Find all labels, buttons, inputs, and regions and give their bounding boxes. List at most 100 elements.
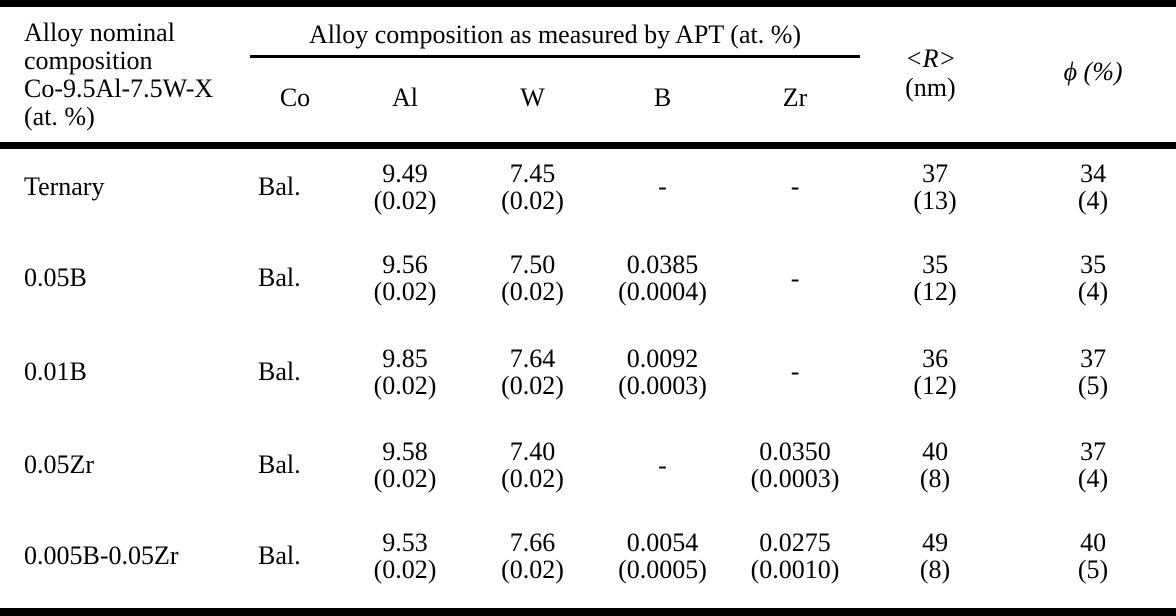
- subheader-co: Co: [250, 56, 340, 149]
- header-apt-group: Alloy composition as measured by APT (at…: [250, 3, 861, 58]
- value: 34: [1080, 158, 1107, 188]
- value: -: [658, 172, 667, 202]
- value: -: [790, 263, 800, 293]
- cell-mean-radius: 40 (8): [860, 425, 1010, 518]
- value: 0.0275: [759, 528, 831, 558]
- uncertainty: (0.0004): [618, 277, 707, 307]
- cell-al: 9.58 (0.02): [340, 425, 470, 518]
- cell-mean-radius: 49 (8): [860, 519, 1010, 612]
- value: 7.64: [509, 343, 556, 373]
- cell-zr: 0.0275 (0.0010): [730, 519, 860, 612]
- header-mean-radius-symbol: <R>: [905, 43, 957, 73]
- row-label: 0.01B: [24, 356, 87, 386]
- cell-zr: -: [730, 146, 860, 239]
- value: -: [658, 450, 667, 480]
- cell-b: 0.0054 (0.0005): [595, 519, 730, 612]
- value: 37: [1080, 343, 1107, 373]
- uncertainty: (0.02): [373, 464, 437, 494]
- value: 7.66: [509, 528, 556, 558]
- value: 9.49: [382, 158, 428, 188]
- cell-zr: -: [730, 332, 860, 425]
- value: 49: [922, 528, 949, 558]
- value: 9.85: [382, 343, 428, 373]
- uncertainty: (0.0003): [750, 464, 840, 494]
- header-volume-fraction-label: ϕ (%): [1063, 56, 1123, 86]
- value: 35: [922, 250, 949, 280]
- header-line: composition: [24, 46, 153, 75]
- cell-co: Bal.: [258, 450, 301, 480]
- subheader-al: Al: [340, 56, 470, 149]
- uncertainty: (0.02): [373, 277, 437, 307]
- subheader-zr: Zr: [730, 56, 861, 149]
- uncertainty: (0.02): [501, 185, 564, 215]
- cell-volume-fraction: 40 (5): [1010, 519, 1176, 612]
- value: 0.0385: [626, 250, 699, 280]
- cell-w: 7.40 (0.02): [470, 425, 595, 518]
- uncertainty: (5): [1077, 370, 1109, 400]
- cell-w: 7.66 (0.02): [470, 519, 595, 612]
- table-row-0.005B-0.05Zr: 0.005B-0.05Zr Bal. 9.53 (0.02) 7.66 (0.0…: [0, 519, 1176, 612]
- uncertainty: (0.02): [501, 277, 564, 307]
- cell-volume-fraction: 35 (4): [1010, 239, 1176, 332]
- value: 9.53: [382, 528, 428, 558]
- cell-al: 9.85 (0.02): [340, 332, 470, 425]
- cell-w: 7.64 (0.02): [470, 332, 595, 425]
- header-line: Alloy nominal: [24, 18, 175, 47]
- cell-co: Bal.: [258, 541, 301, 571]
- uncertainty: (0.02): [373, 370, 437, 400]
- value: 0.0092: [626, 343, 699, 373]
- cell-al: 9.56 (0.02): [340, 239, 470, 332]
- value: 37: [1080, 437, 1107, 467]
- value: 9.56: [382, 250, 428, 280]
- uncertainty: (0.0005): [618, 555, 707, 585]
- value: 0.0054: [626, 528, 699, 558]
- uncertainty: (4): [1077, 185, 1109, 215]
- value: 7.45: [509, 158, 556, 188]
- uncertainty: (4): [1077, 464, 1109, 494]
- row-label: Ternary: [24, 171, 105, 201]
- uncertainty: (0.02): [373, 185, 437, 215]
- uncertainty: (0.02): [501, 464, 564, 494]
- row-label: 0.005B-0.05Zr: [24, 541, 179, 571]
- value: 9.58: [382, 437, 428, 467]
- cell-b: -: [595, 146, 730, 239]
- uncertainty: (8): [919, 464, 951, 494]
- value: -: [790, 172, 800, 202]
- uncertainty: (0.0003): [618, 370, 707, 400]
- cell-mean-radius: 36 (12): [860, 332, 1010, 425]
- uncertainty: (0.02): [373, 555, 437, 585]
- header-line: Co-9.5Al-7.5W-X: [24, 74, 214, 103]
- cell-co: Bal.: [258, 263, 301, 293]
- uncertainty: (0.02): [501, 370, 564, 400]
- header-mean-radius-unit: (nm): [905, 72, 956, 102]
- cell-w: 7.50 (0.02): [470, 239, 595, 332]
- cell-mean-radius: 37 (13): [860, 146, 1010, 239]
- value: 7.40: [509, 437, 556, 467]
- table-row-0.01B: 0.01B Bal. 9.85 (0.02) 7.64 (0.02) 0.009…: [0, 332, 1176, 425]
- cell-b: 0.0092 (0.0003): [595, 332, 730, 425]
- uncertainty: (12): [913, 370, 957, 400]
- cell-volume-fraction: 34 (4): [1010, 146, 1176, 239]
- cell-mean-radius: 35 (12): [860, 239, 1010, 332]
- cell-b: -: [595, 425, 730, 518]
- uncertainty: (0.02): [501, 555, 564, 585]
- cell-volume-fraction: 37 (4): [1010, 425, 1176, 518]
- cell-volume-fraction: 37 (5): [1010, 332, 1176, 425]
- value: 0.0350: [759, 437, 831, 467]
- value: 40: [1080, 528, 1107, 558]
- value: 35: [1080, 250, 1107, 280]
- cell-zr: -: [730, 239, 860, 332]
- header-mean-radius: <R> (nm): [860, 3, 1011, 149]
- value: 40: [922, 437, 949, 467]
- row-label: 0.05Zr: [24, 450, 95, 480]
- table-row-0.05B: 0.05B Bal. 9.56 (0.02) 7.50 (0.02) 0.038…: [0, 239, 1176, 332]
- uncertainty: (0.0010): [750, 555, 840, 585]
- cell-b: 0.0385 (0.0004): [595, 239, 730, 332]
- subheader-w: W: [470, 56, 595, 149]
- value: 36: [922, 343, 949, 373]
- value: 37: [922, 158, 949, 188]
- header-line: (at. %): [24, 102, 95, 131]
- cell-w: 7.45 (0.02): [470, 146, 595, 239]
- header-apt-group-label: Alloy composition as measured by APT (at…: [309, 20, 802, 49]
